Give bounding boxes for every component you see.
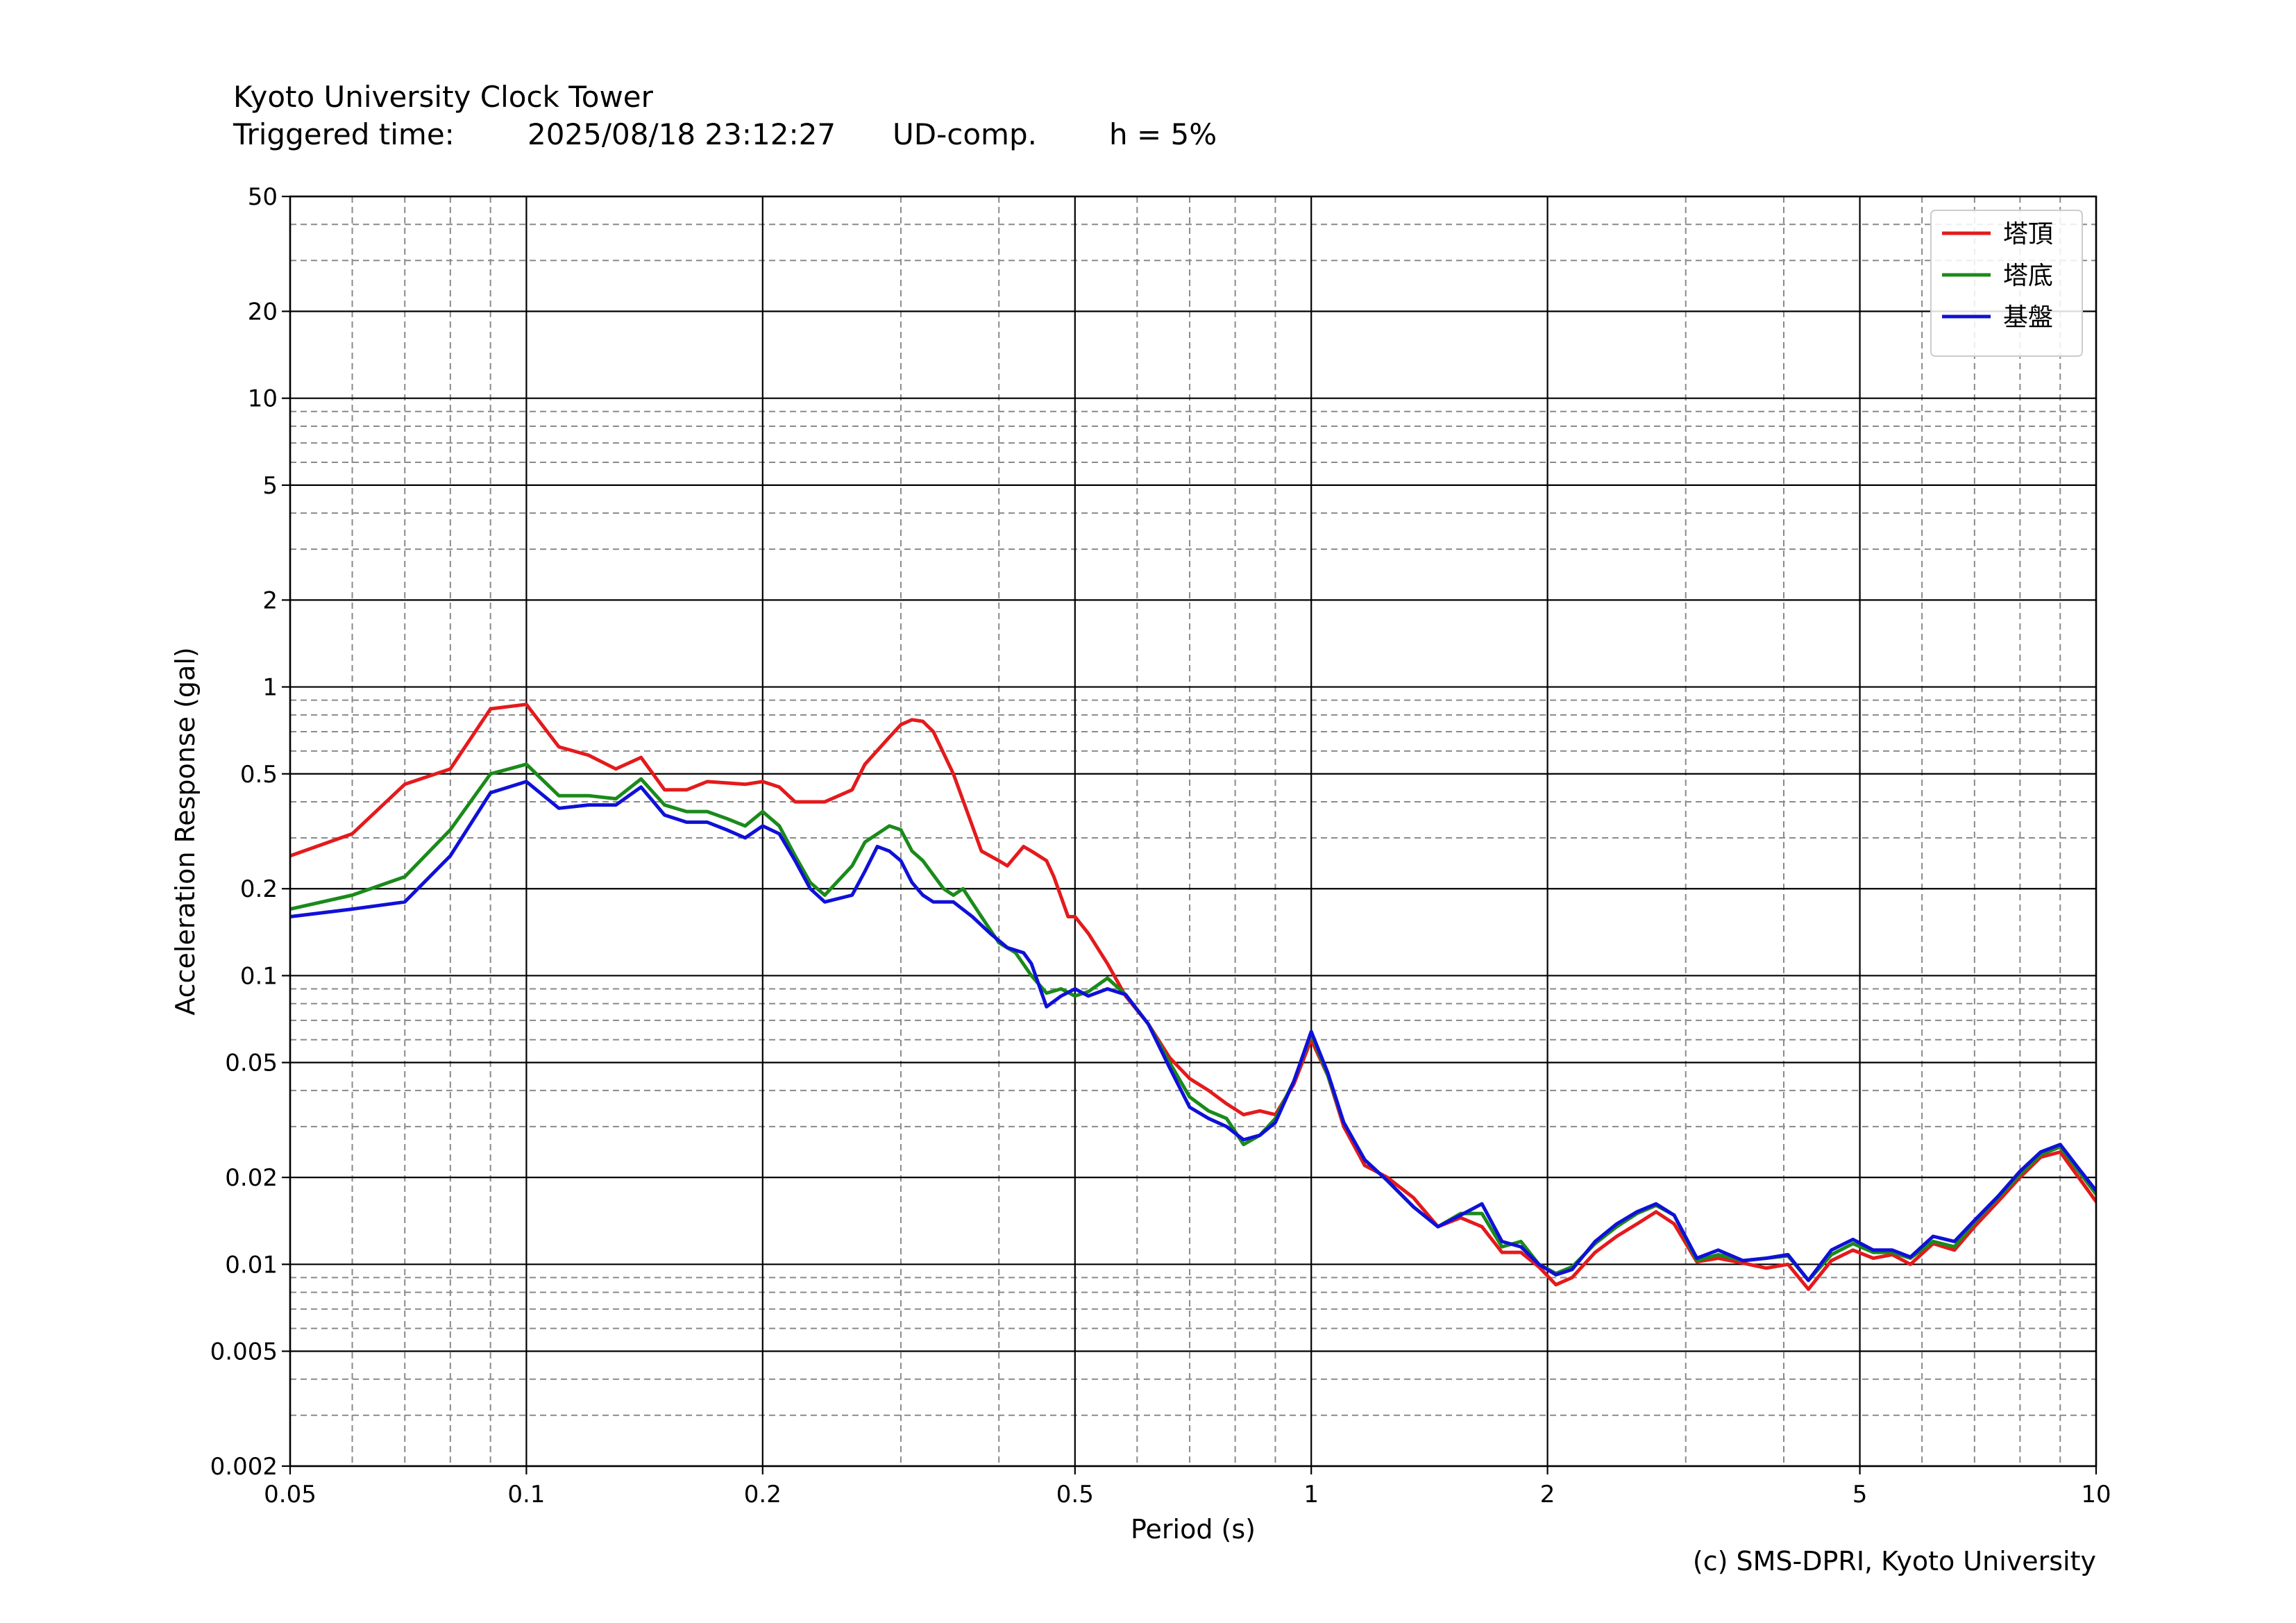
legend-label: 塔頂 [2003, 220, 2053, 249]
y-tick-label: 2 [262, 587, 278, 614]
damping-label: h = 5% [1109, 117, 1217, 151]
legend-label: 基盤 [2003, 303, 2053, 332]
y-tick-label: 0.05 [225, 1050, 278, 1077]
x-tick-label: 0.05 [264, 1481, 316, 1508]
y-axis-ticks: 0.002 0.005 0.01 0.02 0.05 0.1 0.2 0.5 1 2 5 10 20 50 [210, 183, 290, 1481]
station-title: Kyoto University Clock Tower [233, 80, 654, 114]
plot-frame [289, 195, 2097, 1468]
y-tick-label: 0.5 [240, 761, 278, 789]
x-tick-label: 10 [2081, 1481, 2111, 1508]
legend-box [1930, 210, 2083, 357]
y-tick-label: 20 [248, 298, 278, 326]
x-tick-label: 5 [1852, 1481, 1868, 1508]
y-tick-label: 1 [262, 674, 278, 702]
y-tick-label: 0.002 [210, 1453, 278, 1481]
y-tick-label: 0.1 [240, 962, 278, 990]
x-tick-label: 0.2 [744, 1481, 782, 1508]
y-tick-label: 50 [248, 183, 278, 211]
figure-header: Kyoto University Clock Tower Triggered t… [233, 80, 1217, 151]
series-line-2 [290, 762, 2096, 1282]
y-tick-label: 0.2 [240, 875, 278, 903]
x-tick-label: 1 [1303, 1481, 1319, 1508]
plot-grid [289, 195, 2097, 1468]
x-tick-label: 0.5 [1056, 1481, 1094, 1508]
component-label: UD-comp. [893, 117, 1037, 151]
legend-label: 塔底 [2003, 262, 2053, 290]
x-axis-ticks: 0.05 0.1 0.2 0.5 1 2 5 10 [264, 1466, 2111, 1508]
series-line-3 [290, 780, 2096, 1282]
x-tick-label: 2 [1540, 1481, 1555, 1508]
x-tick-label: 0.1 [507, 1481, 545, 1508]
copyright-credit: (c) SMS-DPRI, Kyoto University [1693, 1546, 2096, 1576]
y-tick-label: 10 [248, 385, 278, 413]
series-line-1 [290, 703, 2096, 1291]
y-tick-label: 0.01 [225, 1251, 278, 1279]
y-tick-label: 0.005 [210, 1338, 278, 1366]
plot-series [290, 703, 2096, 1291]
x-axis-label: Period (s) [1131, 1514, 1256, 1545]
y-axis-label: Acceleration Response (gal) [170, 647, 201, 1015]
triggered-time: 2025/08/18 23:12:27 [527, 117, 836, 151]
y-tick-label: 0.02 [225, 1164, 278, 1192]
y-tick-label: 5 [262, 472, 278, 500]
triggered-label: Triggered time: [233, 117, 455, 151]
